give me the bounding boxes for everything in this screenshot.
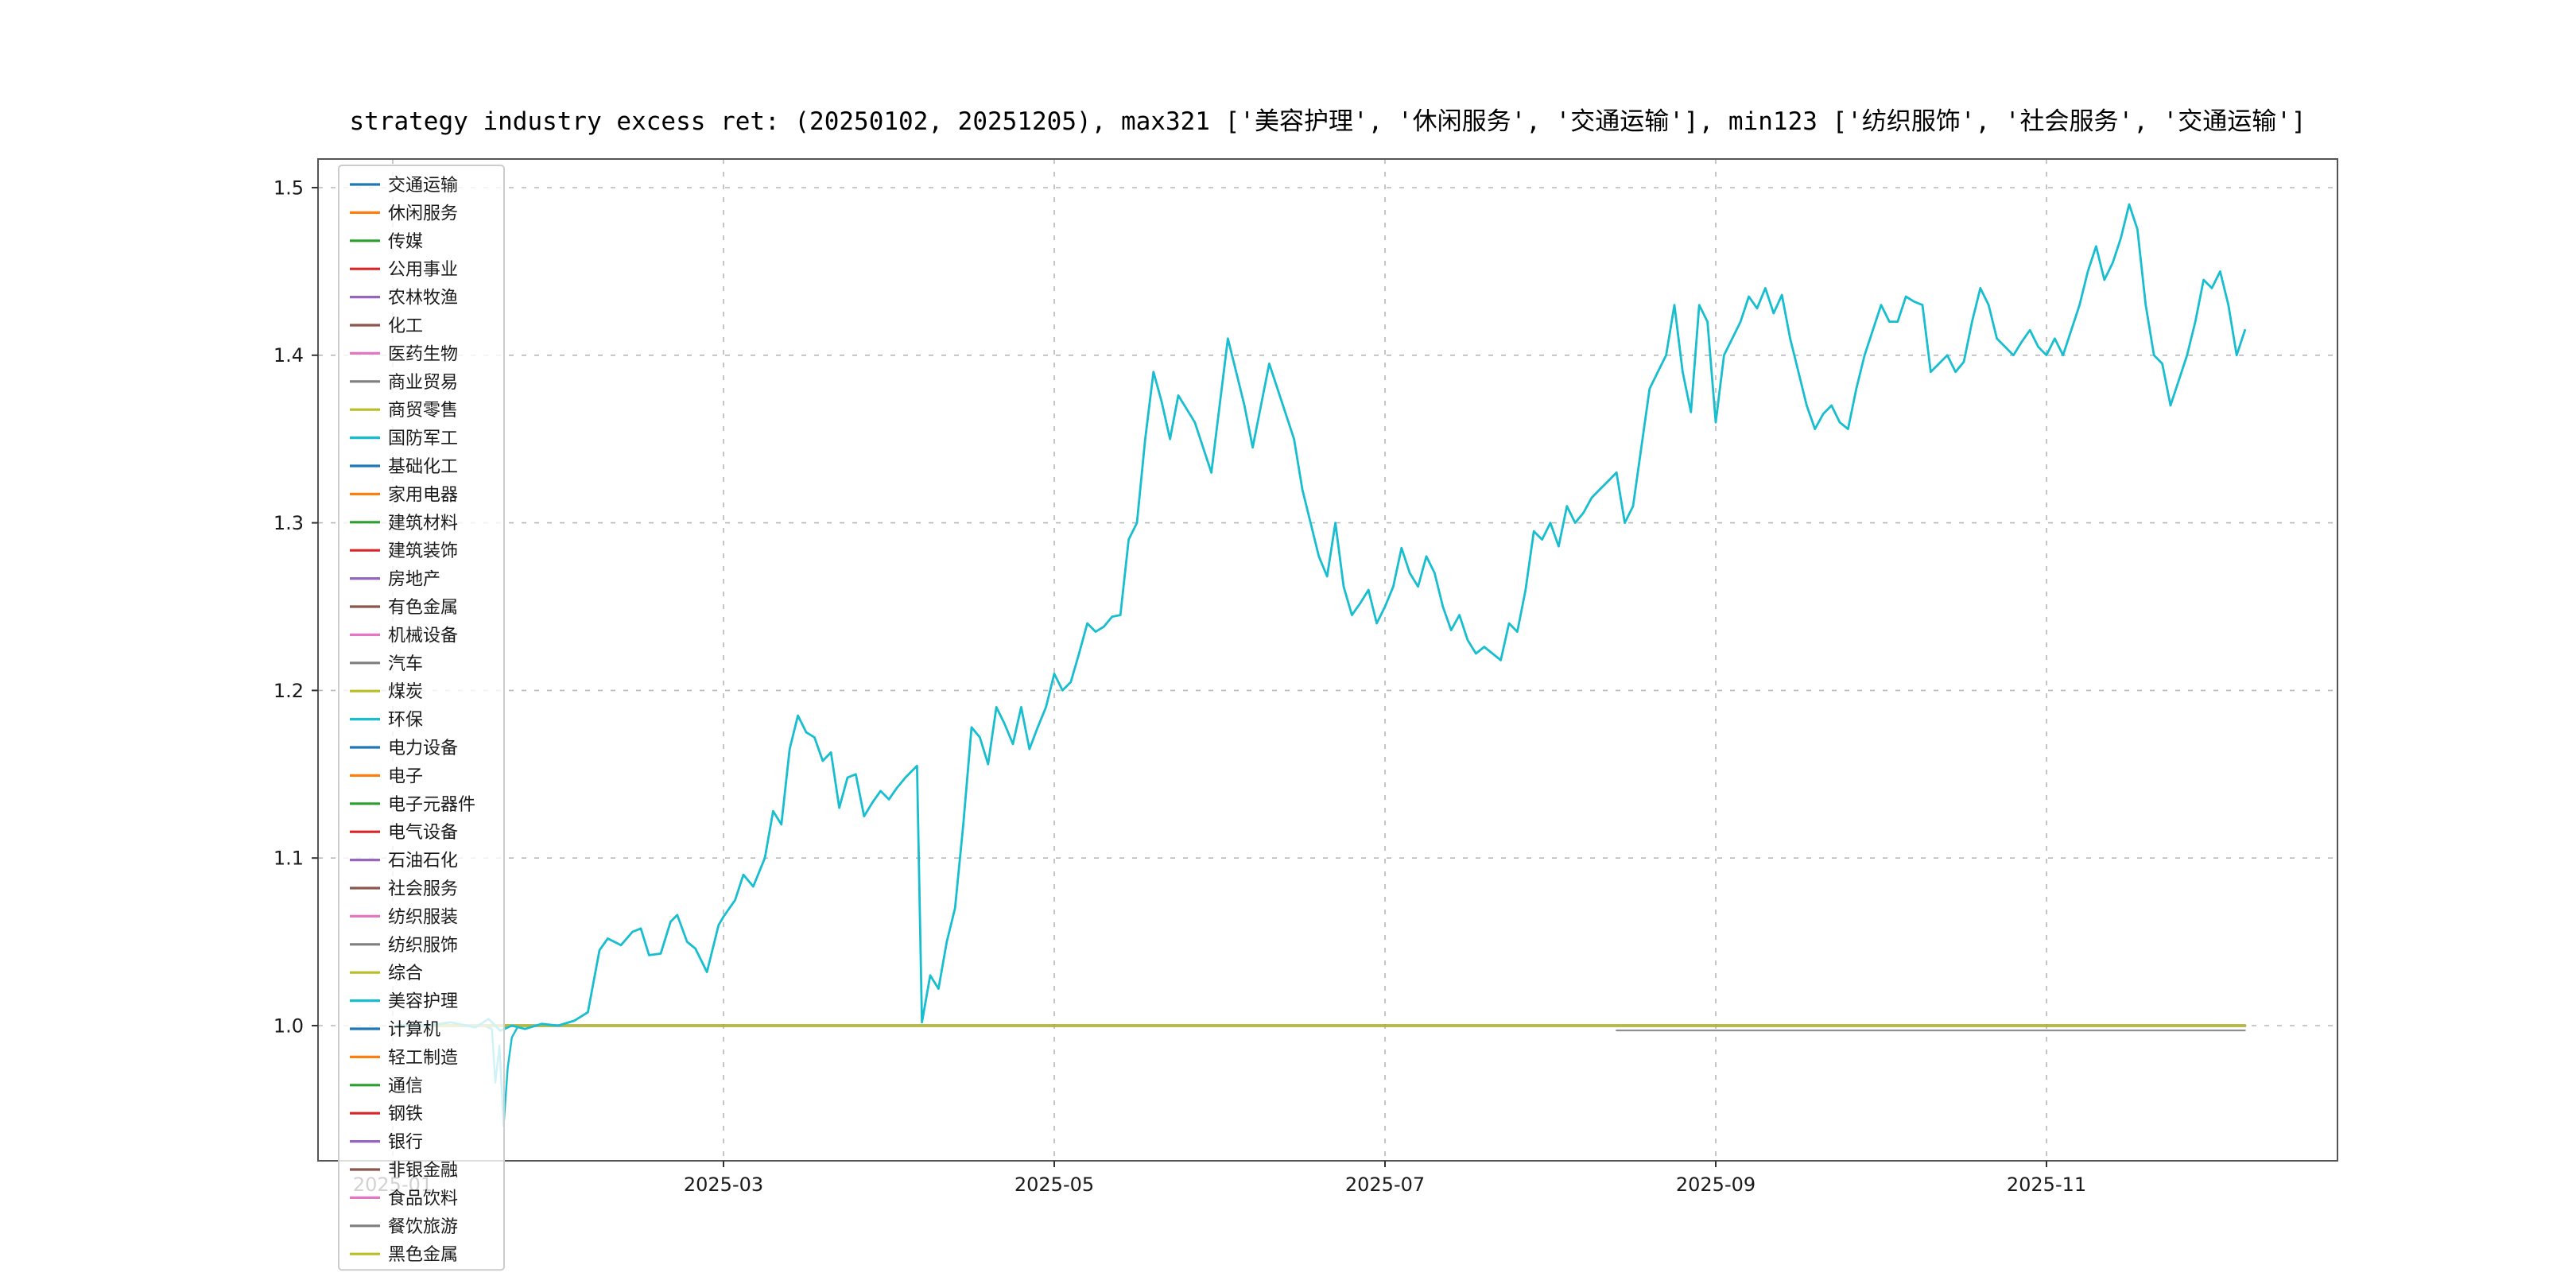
legend-label: 纺织服装 — [388, 907, 458, 927]
legend-label: 计算机 — [388, 1020, 440, 1040]
legend-label: 农林牧渔 — [388, 289, 458, 308]
legend-label: 煤炭 — [388, 682, 423, 702]
legend-label: 商贸零售 — [388, 401, 458, 421]
legend-label: 社会服务 — [388, 879, 458, 899]
legend: 交通运输休闲服务传媒公用事业农林牧渔化工医药生物商业贸易商贸零售国防军工基础化工… — [338, 165, 505, 1271]
legend-label: 机械设备 — [388, 626, 458, 646]
legend-label: 建筑装饰 — [388, 541, 458, 561]
series-line — [396, 203, 2247, 1032]
legend-item: 食品饮料 — [350, 1189, 458, 1208]
legend-label: 电力设备 — [388, 739, 458, 758]
legend-item: 计算机 — [350, 1020, 440, 1040]
legend-item: 商业贸易 — [350, 373, 458, 393]
legend-item: 银行 — [350, 1133, 423, 1153]
legend-label: 房地产 — [388, 570, 440, 590]
legend-label: 食品饮料 — [388, 1189, 458, 1208]
legend-label: 黑色金属 — [388, 1245, 458, 1265]
x-tick-label: 2025-11 — [2007, 1174, 2086, 1196]
legend-item: 钢铁 — [350, 1104, 423, 1124]
legend-item: 汽车 — [350, 654, 423, 674]
legend-item: 传媒 — [350, 232, 423, 252]
y-tick-label: 1.5 — [274, 177, 304, 199]
legend-label: 商业贸易 — [388, 373, 458, 393]
legend-item: 商贸零售 — [350, 401, 458, 421]
legend-label: 环保 — [388, 711, 423, 731]
x-tick-label: 2025-09 — [1676, 1174, 1755, 1196]
legend-label: 轻工制造 — [388, 1048, 458, 1068]
legend-item: 美容护理 — [350, 992, 458, 1012]
legend-label: 化工 — [388, 316, 423, 336]
legend-label: 餐饮旅游 — [388, 1217, 458, 1237]
y-tick-label: 1.4 — [274, 344, 304, 367]
legend-label: 有色金属 — [388, 598, 458, 618]
legend-item: 通信 — [350, 1077, 423, 1096]
legend-item: 医药生物 — [350, 344, 458, 364]
legend-label: 建筑材料 — [388, 514, 458, 533]
legend-label: 美容护理 — [388, 992, 458, 1012]
legend-label: 综合 — [388, 964, 423, 983]
legend-label: 电子元器件 — [388, 795, 475, 815]
x-tick-label: 2025-03 — [684, 1174, 763, 1196]
legend-item: 国防军工 — [350, 429, 458, 449]
legend-item: 纺织服装 — [350, 907, 458, 927]
legend-label: 基础化工 — [388, 457, 458, 477]
y-tick-label: 1.0 — [274, 1014, 304, 1037]
legend-label: 休闲服务 — [388, 204, 458, 223]
legend-label: 电气设备 — [388, 823, 458, 843]
legend-item: 机械设备 — [350, 626, 458, 646]
x-tick-label: 2025-07 — [1345, 1174, 1425, 1196]
chart-title: strategy industry excess ret: (20250102,… — [349, 107, 2306, 136]
legend-label: 银行 — [388, 1133, 423, 1153]
legend-item: 家用电器 — [350, 485, 458, 505]
legend-label: 国防军工 — [388, 429, 458, 449]
x-tick-label: 2025-05 — [1014, 1174, 1094, 1196]
legend-item: 建筑装饰 — [350, 541, 458, 561]
legend-item: 有色金属 — [350, 598, 458, 618]
legend-item: 公用事业 — [350, 260, 458, 280]
axes: 1.01.11.21.31.41.52025-012025-032025-052… — [274, 177, 2086, 1196]
y-tick-label: 1.2 — [274, 680, 304, 702]
plot-frame — [317, 158, 2338, 1162]
legend-item: 非银金融 — [350, 1161, 458, 1181]
legend-item: 综合 — [350, 964, 423, 983]
legend-item: 电气设备 — [350, 823, 458, 843]
legend-item: 环保 — [350, 711, 423, 731]
legend-label: 传媒 — [388, 232, 423, 252]
legend-label: 非银金融 — [388, 1161, 458, 1181]
legend-item: 电子 — [350, 766, 423, 786]
legend-label: 汽车 — [388, 654, 423, 674]
legend-label: 通信 — [388, 1077, 423, 1096]
legend-item: 建筑材料 — [350, 514, 458, 533]
legend-item: 农林牧渔 — [350, 289, 458, 308]
legend-item: 餐饮旅游 — [350, 1217, 458, 1237]
y-tick-label: 1.1 — [274, 848, 304, 870]
legend-item: 轻工制造 — [350, 1048, 458, 1068]
legend-item: 基础化工 — [350, 457, 458, 477]
legend-label: 纺织服饰 — [388, 936, 458, 956]
legend-item: 电力设备 — [350, 739, 458, 758]
legend-item: 黑色金属 — [350, 1245, 458, 1265]
legend-item: 纺织服饰 — [350, 936, 458, 956]
legend-item: 交通运输 — [350, 176, 458, 196]
legend-item: 石油石化 — [350, 852, 458, 871]
legend-item: 休闲服务 — [350, 204, 458, 223]
legend-item: 电子元器件 — [350, 795, 475, 815]
legend-item: 化工 — [350, 316, 423, 336]
legend-item: 煤炭 — [350, 682, 423, 702]
y-tick-label: 1.3 — [274, 512, 304, 534]
legend-label: 电子 — [388, 766, 423, 786]
series-group — [396, 203, 2247, 1127]
legend-label: 公用事业 — [388, 260, 458, 280]
legend-label: 交通运输 — [388, 176, 458, 196]
legend-box — [338, 165, 505, 1271]
legend-label: 石油石化 — [388, 852, 458, 871]
legend-item: 社会服务 — [350, 879, 458, 899]
legend-item: 房地产 — [350, 570, 440, 590]
legend-label: 医药生物 — [388, 344, 458, 364]
legend-label: 家用电器 — [388, 485, 458, 505]
grid-lines — [318, 159, 2337, 1161]
legend-label: 钢铁 — [388, 1104, 423, 1124]
